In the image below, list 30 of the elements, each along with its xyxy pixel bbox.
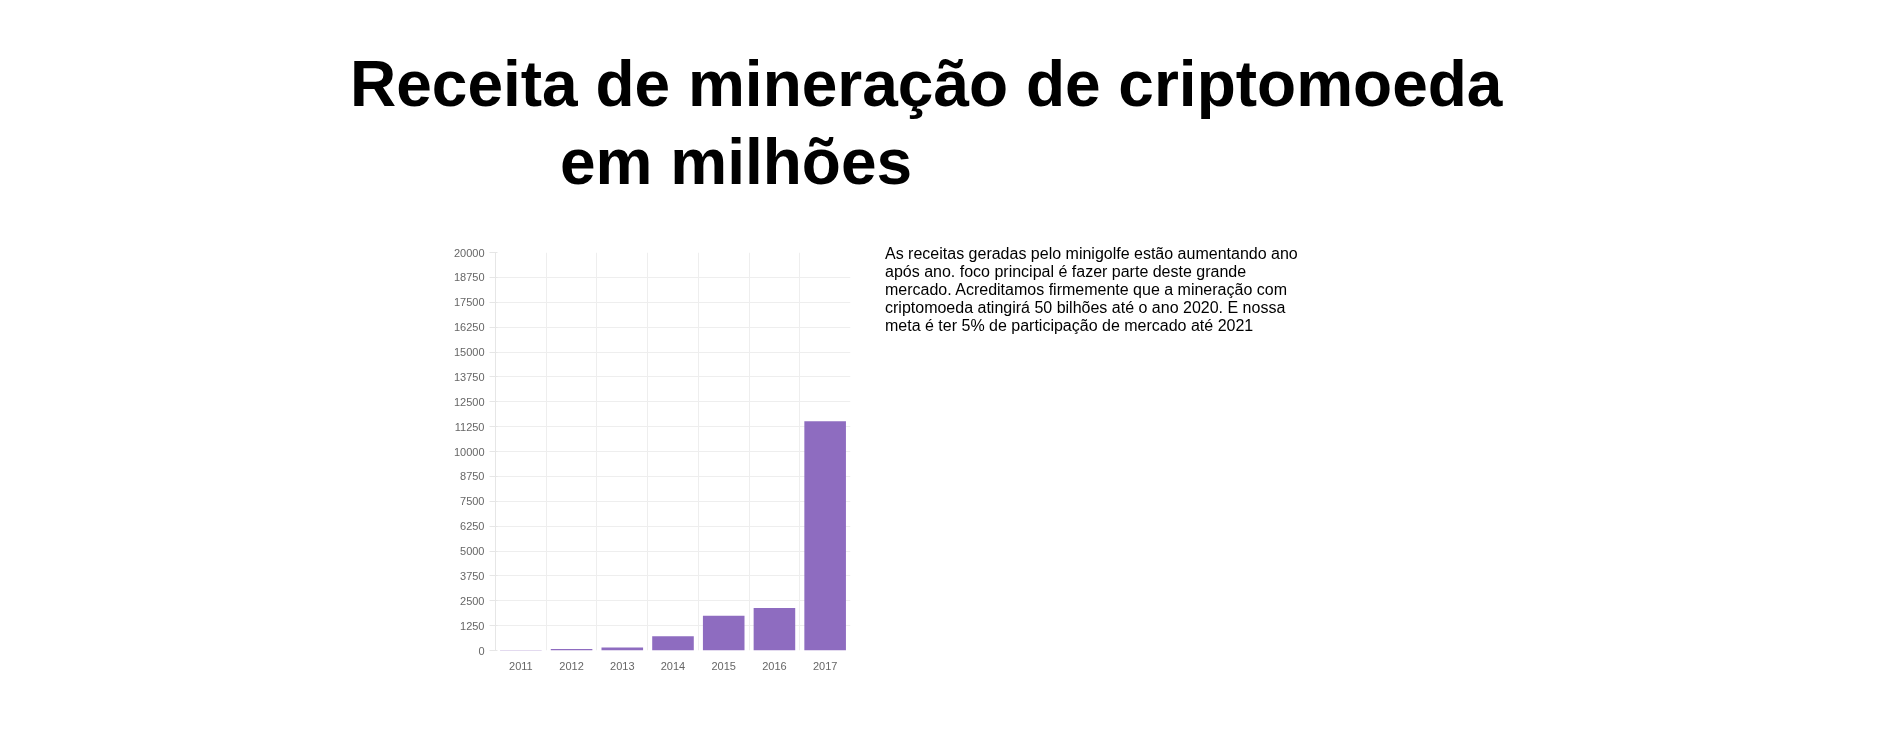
y-tick-label: 6250 [460,520,485,533]
text: As receitas geradas pelo minigolfe estão aumentando ano após ano. foco principal é fazer parte deste grande mercado. Acreditamos firmemente que a mineração com criptomoeda atingirá 50 bilhões até o ano 2020. E nossa meta é ter 5% de participação de mercado até 2021 [885,245,1299,335]
chart-title: Receita de mineração de criptomoeda em milhões [349,47,1503,200]
y-tick-label: 2500 [460,594,485,607]
y-tick-label: 11250 [454,420,485,433]
x-tick-label: 2013 [610,659,635,672]
x-tick-label: 2014 [660,659,686,672]
y-tick-label: 5000 [460,545,485,557]
bar [702,615,745,651]
x-tick-label: 2011 [509,659,533,672]
x-tick-label: 2017 [812,659,838,672]
y-tick-label: 16250 [453,321,485,334]
x-tick-label: 2015 [711,659,736,672]
y-tick-label: 15000 [453,346,485,358]
y-tick-label: 8750 [460,470,485,483]
y-tick-label: 17500 [453,296,485,309]
y-tick-label: 0 [478,644,485,657]
x-tick-label: 2016 [762,659,787,672]
y-tick-label: 20000 [453,246,485,259]
bar [753,608,796,651]
y-tick-label: 12500 [453,395,485,408]
y-tick-label: 3750 [460,569,485,582]
x-tick-label: 2012 [559,659,584,672]
bar [652,636,694,651]
y-tick-label: 18750 [453,271,485,284]
y-tick-label: 1250 [460,619,485,632]
y-tick-label: 13750 [453,370,485,383]
y-tick-label: 10000 [453,445,485,458]
bar [804,421,846,651]
y-tick-label: 7500 [460,495,485,508]
